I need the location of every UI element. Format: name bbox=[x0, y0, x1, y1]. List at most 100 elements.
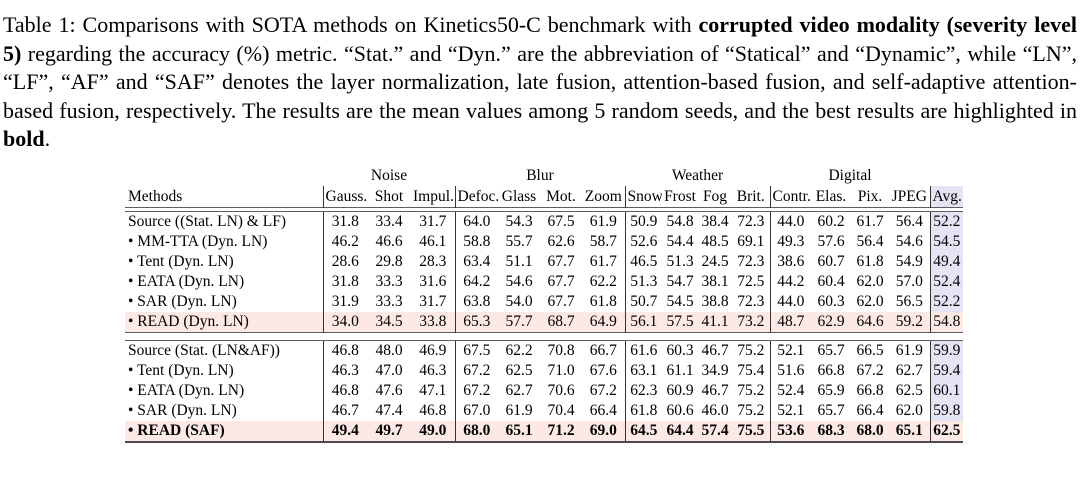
value-cell: 61.7 bbox=[856, 212, 884, 230]
method-row: Source ((Stat. LN) & LF) 31.8 33.4 31.7 64.0… bbox=[125, 211, 963, 232]
avg-cell: 59.4 bbox=[929, 360, 963, 381]
value-cell: 54.3 bbox=[505, 212, 533, 230]
value-cell: 60.3 bbox=[817, 292, 845, 310]
value-cell: 60.2 bbox=[817, 212, 845, 230]
value-cell: 66.8 bbox=[856, 381, 884, 399]
value-cell: 69.0 bbox=[582, 420, 625, 442]
method-cell: • SAR (Dyn. LN) bbox=[128, 401, 237, 419]
value-cell: 55.7 bbox=[505, 232, 533, 250]
col-header-contr: Contr. bbox=[769, 185, 811, 207]
avg-cell: 52.2 bbox=[929, 291, 963, 312]
value-cell: 44.2 bbox=[769, 271, 811, 292]
value-cell: 72.3 bbox=[737, 252, 765, 270]
value-cell: 51.3 bbox=[666, 252, 694, 270]
value-cell: 56.5 bbox=[895, 292, 923, 310]
value-cell: 38.8 bbox=[701, 292, 729, 310]
method-cell: • EATA (Dyn. LN) bbox=[128, 272, 245, 290]
value-cell: 48.0 bbox=[375, 341, 403, 359]
value-cell: 72.3 bbox=[737, 292, 765, 310]
col-header-jpeg: JPEG bbox=[891, 187, 927, 205]
value-cell: 57.4 bbox=[698, 420, 732, 442]
value-cell: 70.8 bbox=[547, 341, 575, 359]
caption-segment: bold bbox=[3, 126, 45, 151]
value-cell: 62.0 bbox=[856, 292, 884, 310]
value-cell: 67.7 bbox=[547, 292, 575, 310]
group-header-noise: Noise bbox=[370, 166, 408, 184]
value-cell: 64.6 bbox=[851, 311, 889, 332]
value-cell: 75.2 bbox=[737, 341, 765, 359]
value-cell: 34.9 bbox=[701, 361, 729, 379]
value-cell: 51.1 bbox=[505, 252, 533, 270]
value-cell: 52.1 bbox=[769, 340, 811, 361]
col-header-mot: Mot. bbox=[546, 187, 576, 205]
col-header-elas: Elas. bbox=[815, 187, 847, 205]
value-cell: 64.9 bbox=[582, 311, 625, 332]
value-cell: 56.4 bbox=[895, 212, 923, 230]
value-cell: 64.0 bbox=[454, 211, 498, 232]
value-cell: 46.9 bbox=[419, 341, 447, 359]
col-header-frost: Frost bbox=[664, 187, 696, 205]
value-cell: 75.4 bbox=[737, 361, 765, 379]
avg-cell: 60.1 bbox=[929, 380, 963, 401]
value-cell: 63.8 bbox=[454, 291, 498, 312]
value-cell: 60.3 bbox=[666, 341, 694, 359]
method-cell: • Tent (Dyn. LN) bbox=[128, 252, 234, 270]
group-header-digital: Digital bbox=[828, 166, 872, 184]
value-cell: 67.0 bbox=[454, 400, 498, 421]
method-cell: • EATA (Dyn. LN) bbox=[128, 381, 245, 399]
col-header-glass: Glass bbox=[501, 187, 537, 205]
value-cell: 58.7 bbox=[589, 232, 617, 250]
table-caption: Table 1: Comparisons with SOTA methods o… bbox=[0, 0, 1080, 154]
value-cell: 67.2 bbox=[589, 381, 617, 399]
group-header-row: Noise Blur Weather Digital bbox=[125, 165, 963, 186]
value-cell: 75.2 bbox=[737, 401, 765, 419]
method-row: • READ (SAF) 49.4 49.7 49.0 68.0 65.1 71.2 69.0… bbox=[125, 420, 963, 442]
value-cell: 65.7 bbox=[817, 401, 845, 419]
value-cell: 47.4 bbox=[375, 401, 403, 419]
value-cell: 46.2 bbox=[322, 231, 367, 252]
col-header-snow: Snow bbox=[624, 185, 662, 207]
value-cell: 54.5 bbox=[666, 292, 694, 310]
group-header-weather: Weather bbox=[671, 166, 724, 184]
value-cell: 51.6 bbox=[769, 360, 811, 381]
value-cell: 66.8 bbox=[817, 361, 845, 379]
value-cell: 73.2 bbox=[732, 311, 770, 332]
value-cell: 49.4 bbox=[322, 420, 367, 442]
method-row: • MM-TTA (Dyn. LN) 46.2 46.6 46.1 58.8 55.7 62… bbox=[125, 231, 963, 252]
value-cell: 67.7 bbox=[547, 272, 575, 290]
method-row: • Tent (Dyn. LN) 46.3 47.0 46.3 67.2 62.5 71.0… bbox=[125, 360, 963, 381]
value-cell: 46.8 bbox=[322, 340, 367, 361]
value-cell: 34.5 bbox=[367, 311, 411, 332]
value-cell: 61.8 bbox=[856, 252, 884, 270]
col-header-pix: Pix. bbox=[857, 187, 883, 205]
value-cell: 54.0 bbox=[505, 292, 533, 310]
avg-cell: 54.8 bbox=[929, 311, 963, 332]
value-cell: 61.8 bbox=[624, 400, 662, 421]
value-cell: 67.5 bbox=[454, 340, 498, 361]
value-cell: 57.7 bbox=[498, 311, 540, 332]
value-cell: 64.5 bbox=[624, 420, 662, 442]
value-cell: 44.0 bbox=[769, 211, 811, 232]
table-rule bbox=[125, 331, 963, 341]
value-cell: 67.5 bbox=[547, 212, 575, 230]
value-cell: 68.0 bbox=[851, 420, 889, 442]
caption-segment: regarding the accuracy (%) metric. “Stat… bbox=[3, 40, 1077, 123]
value-cell: 65.1 bbox=[889, 420, 930, 442]
value-cell: 38.4 bbox=[701, 212, 729, 230]
col-header-brit: Brit. bbox=[736, 187, 765, 205]
value-cell: 56.1 bbox=[624, 311, 662, 332]
value-cell: 67.6 bbox=[589, 361, 617, 379]
value-cell: 41.1 bbox=[698, 311, 732, 332]
value-cell: 46.5 bbox=[624, 251, 662, 272]
value-cell: 65.1 bbox=[498, 420, 540, 442]
value-cell: 47.1 bbox=[419, 381, 447, 399]
col-header-methods: Methods bbox=[128, 187, 183, 205]
value-cell: 46.7 bbox=[322, 400, 367, 421]
value-cell: 61.9 bbox=[589, 212, 617, 230]
value-cell: 28.3 bbox=[419, 252, 447, 270]
col-header-fog: Fog bbox=[702, 187, 728, 205]
value-cell: 31.7 bbox=[419, 292, 447, 310]
value-cell: 64.2 bbox=[454, 271, 498, 292]
method-cell: • MM-TTA (Dyn. LN) bbox=[128, 232, 268, 250]
caption-segment: Table 1: Comparisons with SOTA methods o… bbox=[3, 12, 699, 37]
